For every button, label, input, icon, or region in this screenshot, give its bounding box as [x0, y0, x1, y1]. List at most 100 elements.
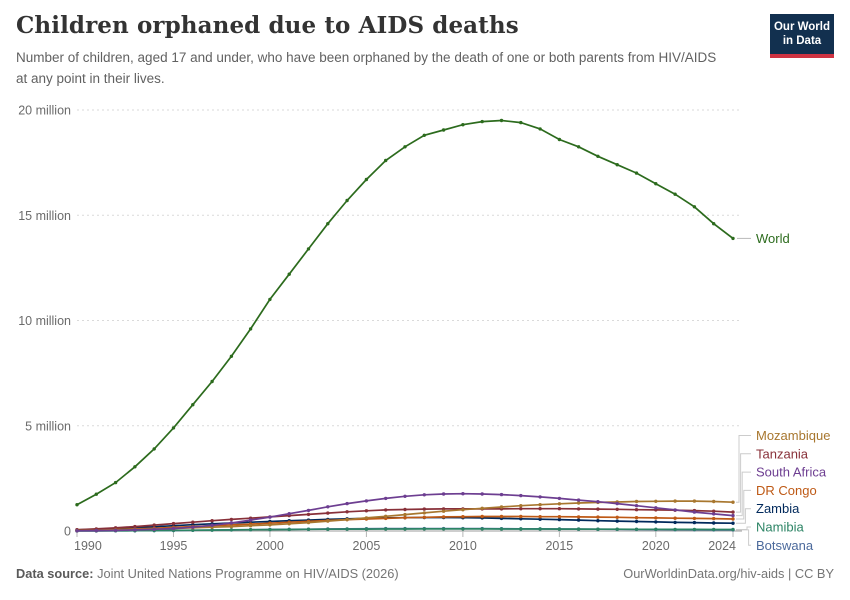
x-tick-label: 2010 [449, 539, 477, 553]
world-point [731, 236, 735, 241]
south-africa-point [210, 523, 214, 527]
namibia-point [480, 527, 484, 531]
x-tick-label: 2005 [353, 539, 381, 553]
namibia-point [306, 527, 311, 531]
mozambique-point [326, 519, 330, 523]
mozambique-point [248, 524, 253, 528]
south-africa-point [403, 494, 407, 498]
license-note[interactable]: OurWorldinData.org/hiv-aids | CC BY [623, 566, 834, 581]
south-africa-point [171, 526, 176, 531]
mozambique-point [692, 499, 697, 503]
y-tick-label: 0 [64, 525, 71, 539]
dr-congo-point [538, 515, 542, 519]
namibia-point [191, 528, 195, 532]
namibia-point [364, 527, 369, 531]
world-point [538, 127, 542, 131]
world-point [557, 137, 562, 142]
namibia-point [654, 527, 658, 531]
dr-congo-label-connector [736, 489, 751, 520]
zambia-point [538, 517, 542, 521]
south-africa-point [345, 501, 349, 506]
legend-label-zambia[interactable]: Zambia [756, 501, 800, 516]
owid-logo[interactable]: Our World in Data [770, 14, 834, 58]
mozambique-point [287, 522, 291, 526]
tanzania-point [229, 517, 234, 522]
namibia-point [576, 527, 581, 531]
world-point [384, 158, 388, 163]
zambia-point [634, 519, 639, 524]
dr-congo-point [557, 515, 562, 519]
zambia-point [712, 521, 716, 525]
world-point [596, 154, 600, 158]
legend-label-south-africa[interactable]: South Africa [756, 465, 827, 480]
tanzania-label-connector [736, 453, 751, 513]
y-tick-label: 15 million [18, 209, 71, 223]
namibia-point [384, 527, 388, 531]
namibia-point [210, 528, 214, 532]
dr-congo-point [461, 515, 465, 519]
mozambique-point [422, 511, 426, 515]
mozambique-point [634, 499, 639, 504]
owid-logo-line2: in Data [782, 35, 822, 48]
tanzania-point [634, 508, 639, 512]
mozambique-point [480, 506, 484, 510]
data-source-note: Data source: Joint United Nations Progra… [16, 566, 399, 581]
namibia-point [712, 527, 716, 532]
legend-label-dr-congo[interactable]: DR Congo [756, 483, 817, 498]
zambia-label-connector [736, 508, 751, 524]
namibia-point [248, 528, 253, 532]
namibia-point [345, 527, 349, 531]
dr-congo-point [712, 516, 716, 521]
zambia-point [615, 519, 619, 523]
south-africa-point [731, 513, 735, 518]
tanzania-point [210, 519, 214, 523]
tanzania-point [519, 507, 523, 511]
mozambique-point [461, 508, 465, 512]
mozambique-point [364, 516, 369, 520]
namibia-point [268, 527, 272, 532]
tanzania-point [712, 509, 716, 513]
namibia-point [557, 527, 562, 531]
legend-label-namibia[interactable]: Namibia [756, 520, 804, 535]
world-point [519, 120, 523, 125]
world-point [422, 133, 426, 137]
zambia-point [576, 518, 581, 522]
legend-label-world[interactable]: World [756, 231, 790, 246]
botswana-label-connector [736, 529, 751, 546]
south-africa-point [248, 518, 253, 522]
y-tick-label: 20 million [18, 104, 71, 118]
south-africa-point [152, 527, 156, 531]
tanzania-point [576, 507, 581, 511]
world-line[interactable] [76, 119, 734, 506]
south-africa-point [480, 492, 484, 496]
legend-label-tanzania[interactable]: Tanzania [756, 446, 809, 461]
world-point [210, 379, 214, 384]
namibia-point [731, 527, 735, 532]
tanzania-point [133, 524, 137, 529]
mozambique-point [538, 503, 542, 507]
namibia-point [422, 527, 426, 531]
mozambique-point [731, 500, 735, 504]
data-source-label: Data source: [16, 566, 94, 581]
dr-congo-point [615, 515, 619, 519]
world-point [576, 145, 581, 149]
legend-label-mozambique[interactable]: Mozambique [756, 428, 830, 443]
tanzania-point [152, 523, 156, 527]
world-point [345, 198, 349, 203]
south-africa-point [191, 525, 195, 529]
world-point [480, 119, 484, 124]
south-africa-point [306, 508, 311, 513]
world-point [692, 205, 697, 209]
mozambique-point [557, 502, 562, 506]
legend-label-botswana[interactable]: Botswana [756, 538, 814, 553]
zambia-point [692, 520, 697, 525]
dr-congo-point [403, 516, 407, 520]
y-tick-label: 5 million [25, 419, 71, 433]
south-africa-label-connector [736, 471, 751, 517]
namibia-point [326, 527, 330, 531]
x-tick-label: 1995 [160, 539, 188, 553]
x-tick-label: 2015 [545, 539, 573, 553]
owid-logo-line1: Our World [773, 21, 830, 33]
world-point [113, 480, 118, 485]
tanzania-point [422, 507, 426, 511]
